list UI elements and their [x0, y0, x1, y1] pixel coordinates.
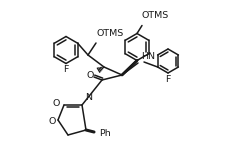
Text: HN: HN	[141, 52, 155, 61]
Text: O: O	[52, 100, 60, 109]
Text: F: F	[63, 65, 69, 74]
Text: Ph: Ph	[99, 128, 111, 138]
Text: N: N	[85, 93, 92, 102]
Text: O: O	[48, 117, 56, 126]
Text: OTMS: OTMS	[96, 29, 124, 38]
Text: F: F	[165, 74, 171, 83]
Text: OTMS: OTMS	[141, 12, 169, 21]
Text: O: O	[86, 71, 94, 79]
